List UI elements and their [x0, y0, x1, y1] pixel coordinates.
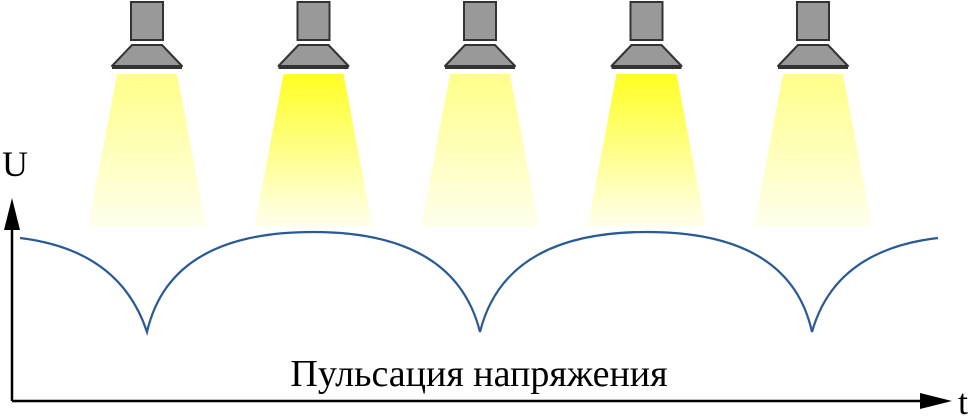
light-beam: [754, 74, 872, 227]
diagram-caption: Пульсация напряжения: [290, 353, 667, 395]
lamp-shade: [444, 44, 516, 67]
lamp-3: [421, 1, 539, 227]
y-axis: [4, 198, 20, 401]
lamp-rim: [278, 66, 349, 69]
lamp-shade: [111, 44, 183, 67]
lamp-rim: [445, 66, 515, 69]
lamp-shade: [610, 44, 683, 67]
lamp-rim: [778, 66, 848, 69]
x-axis-arrowhead: [920, 393, 952, 409]
light-beam: [587, 74, 706, 227]
voltage-waveform: [19, 230, 939, 337]
y-axis-arrowhead: [4, 198, 20, 230]
lamp-5: [754, 1, 872, 227]
lamp-shade: [277, 44, 350, 67]
lamp-2: [254, 1, 373, 227]
light-beam: [254, 74, 373, 227]
x-axis: [12, 393, 952, 409]
lamp-rim: [112, 66, 182, 69]
lamp-1: [88, 1, 206, 227]
lamp-shade: [777, 44, 849, 67]
lamp-housing: [130, 1, 164, 41]
lamp-4: [587, 1, 706, 227]
light-beam: [421, 74, 539, 227]
lamp-housing: [629, 1, 664, 41]
lamp-housing: [463, 1, 497, 41]
lamp-housing: [796, 1, 830, 41]
light-beam: [88, 74, 206, 227]
lamp-row: [88, 1, 872, 227]
y-axis-label: U: [2, 144, 28, 184]
x-axis-label: t: [958, 382, 968, 418]
lamp-rim: [611, 66, 682, 69]
lamp-housing: [296, 1, 331, 41]
